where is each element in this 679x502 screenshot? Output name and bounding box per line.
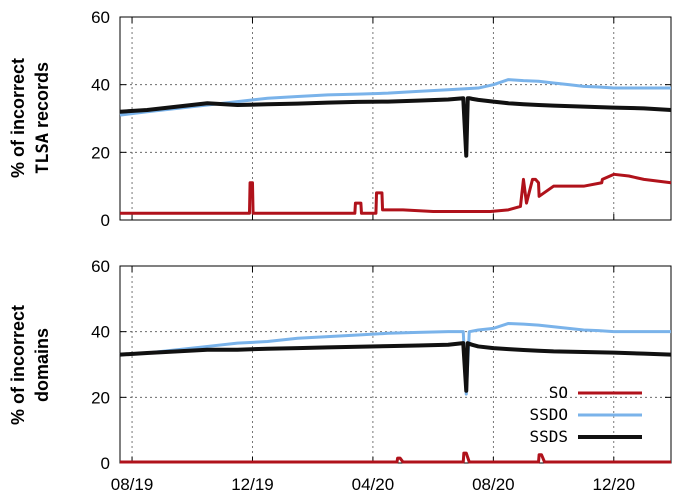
x-tick-label: 12/20 bbox=[593, 475, 636, 494]
top-plot-area bbox=[119, 16, 672, 221]
top-y-axis-label-mono: TLSA bbox=[33, 133, 53, 174]
top-series bbox=[119, 78, 672, 215]
x-tick-label: 04/20 bbox=[352, 475, 395, 494]
top-y-tick-label: 0 bbox=[101, 211, 110, 230]
top-series-ssds bbox=[119, 96, 672, 158]
bottom-series-ssds bbox=[119, 341, 672, 393]
x-tick-label: 08/20 bbox=[472, 475, 515, 494]
bottom-y-axis-label-line2: domains bbox=[32, 328, 52, 402]
top-y-axis-label-line1: % of incorrect bbox=[8, 58, 28, 178]
bottom-y-tick-label: 40 bbox=[91, 323, 110, 342]
top-y-tick-label: 40 bbox=[91, 76, 110, 95]
x-tick-label: 12/19 bbox=[231, 475, 274, 494]
bottom-plot-area bbox=[119, 265, 672, 464]
legend: SO SSDO SSDS bbox=[529, 383, 642, 446]
bottom-panel: 0 20 40 60 08/19 12/19 04/20 08/20 12/20 % of i… bbox=[8, 257, 672, 494]
top-y-tick-label: 20 bbox=[91, 143, 110, 162]
x-tick-label: 08/19 bbox=[111, 475, 154, 494]
top-series-so bbox=[120, 172, 672, 215]
bottom-series-ssdo bbox=[119, 321, 671, 396]
bottom-series bbox=[119, 321, 672, 464]
bottom-series-so bbox=[120, 451, 671, 464]
x-tick-labels: 08/19 12/19 04/20 08/20 12/20 bbox=[111, 475, 635, 494]
bottom-y-tick-label: 20 bbox=[91, 388, 110, 407]
top-y-tick-label: 60 bbox=[91, 8, 110, 27]
top-y-ticks: 0 20 40 60 bbox=[91, 8, 110, 230]
top-y-axis-label-line2: TLSA records bbox=[32, 62, 53, 174]
bottom-y-tick-label: 60 bbox=[91, 257, 110, 276]
legend-label-ssds: SSDS bbox=[529, 427, 568, 446]
top-y-axis-label-rest: records bbox=[32, 62, 52, 128]
legend-label-so: SO bbox=[549, 383, 568, 402]
top-grid bbox=[120, 16, 671, 221]
top-panel: 0 20 40 60 % of incorrect TLSA records bbox=[8, 8, 672, 230]
top-series-ssdo bbox=[119, 78, 671, 117]
bottom-grid bbox=[120, 265, 671, 464]
bottom-y-axis-label-line1: % of incorrect bbox=[8, 305, 28, 425]
legend-label-ssdo: SSDO bbox=[529, 405, 568, 424]
bottom-y-tick-label: 0 bbox=[101, 454, 110, 473]
bottom-y-ticks: 0 20 40 60 bbox=[91, 257, 110, 473]
